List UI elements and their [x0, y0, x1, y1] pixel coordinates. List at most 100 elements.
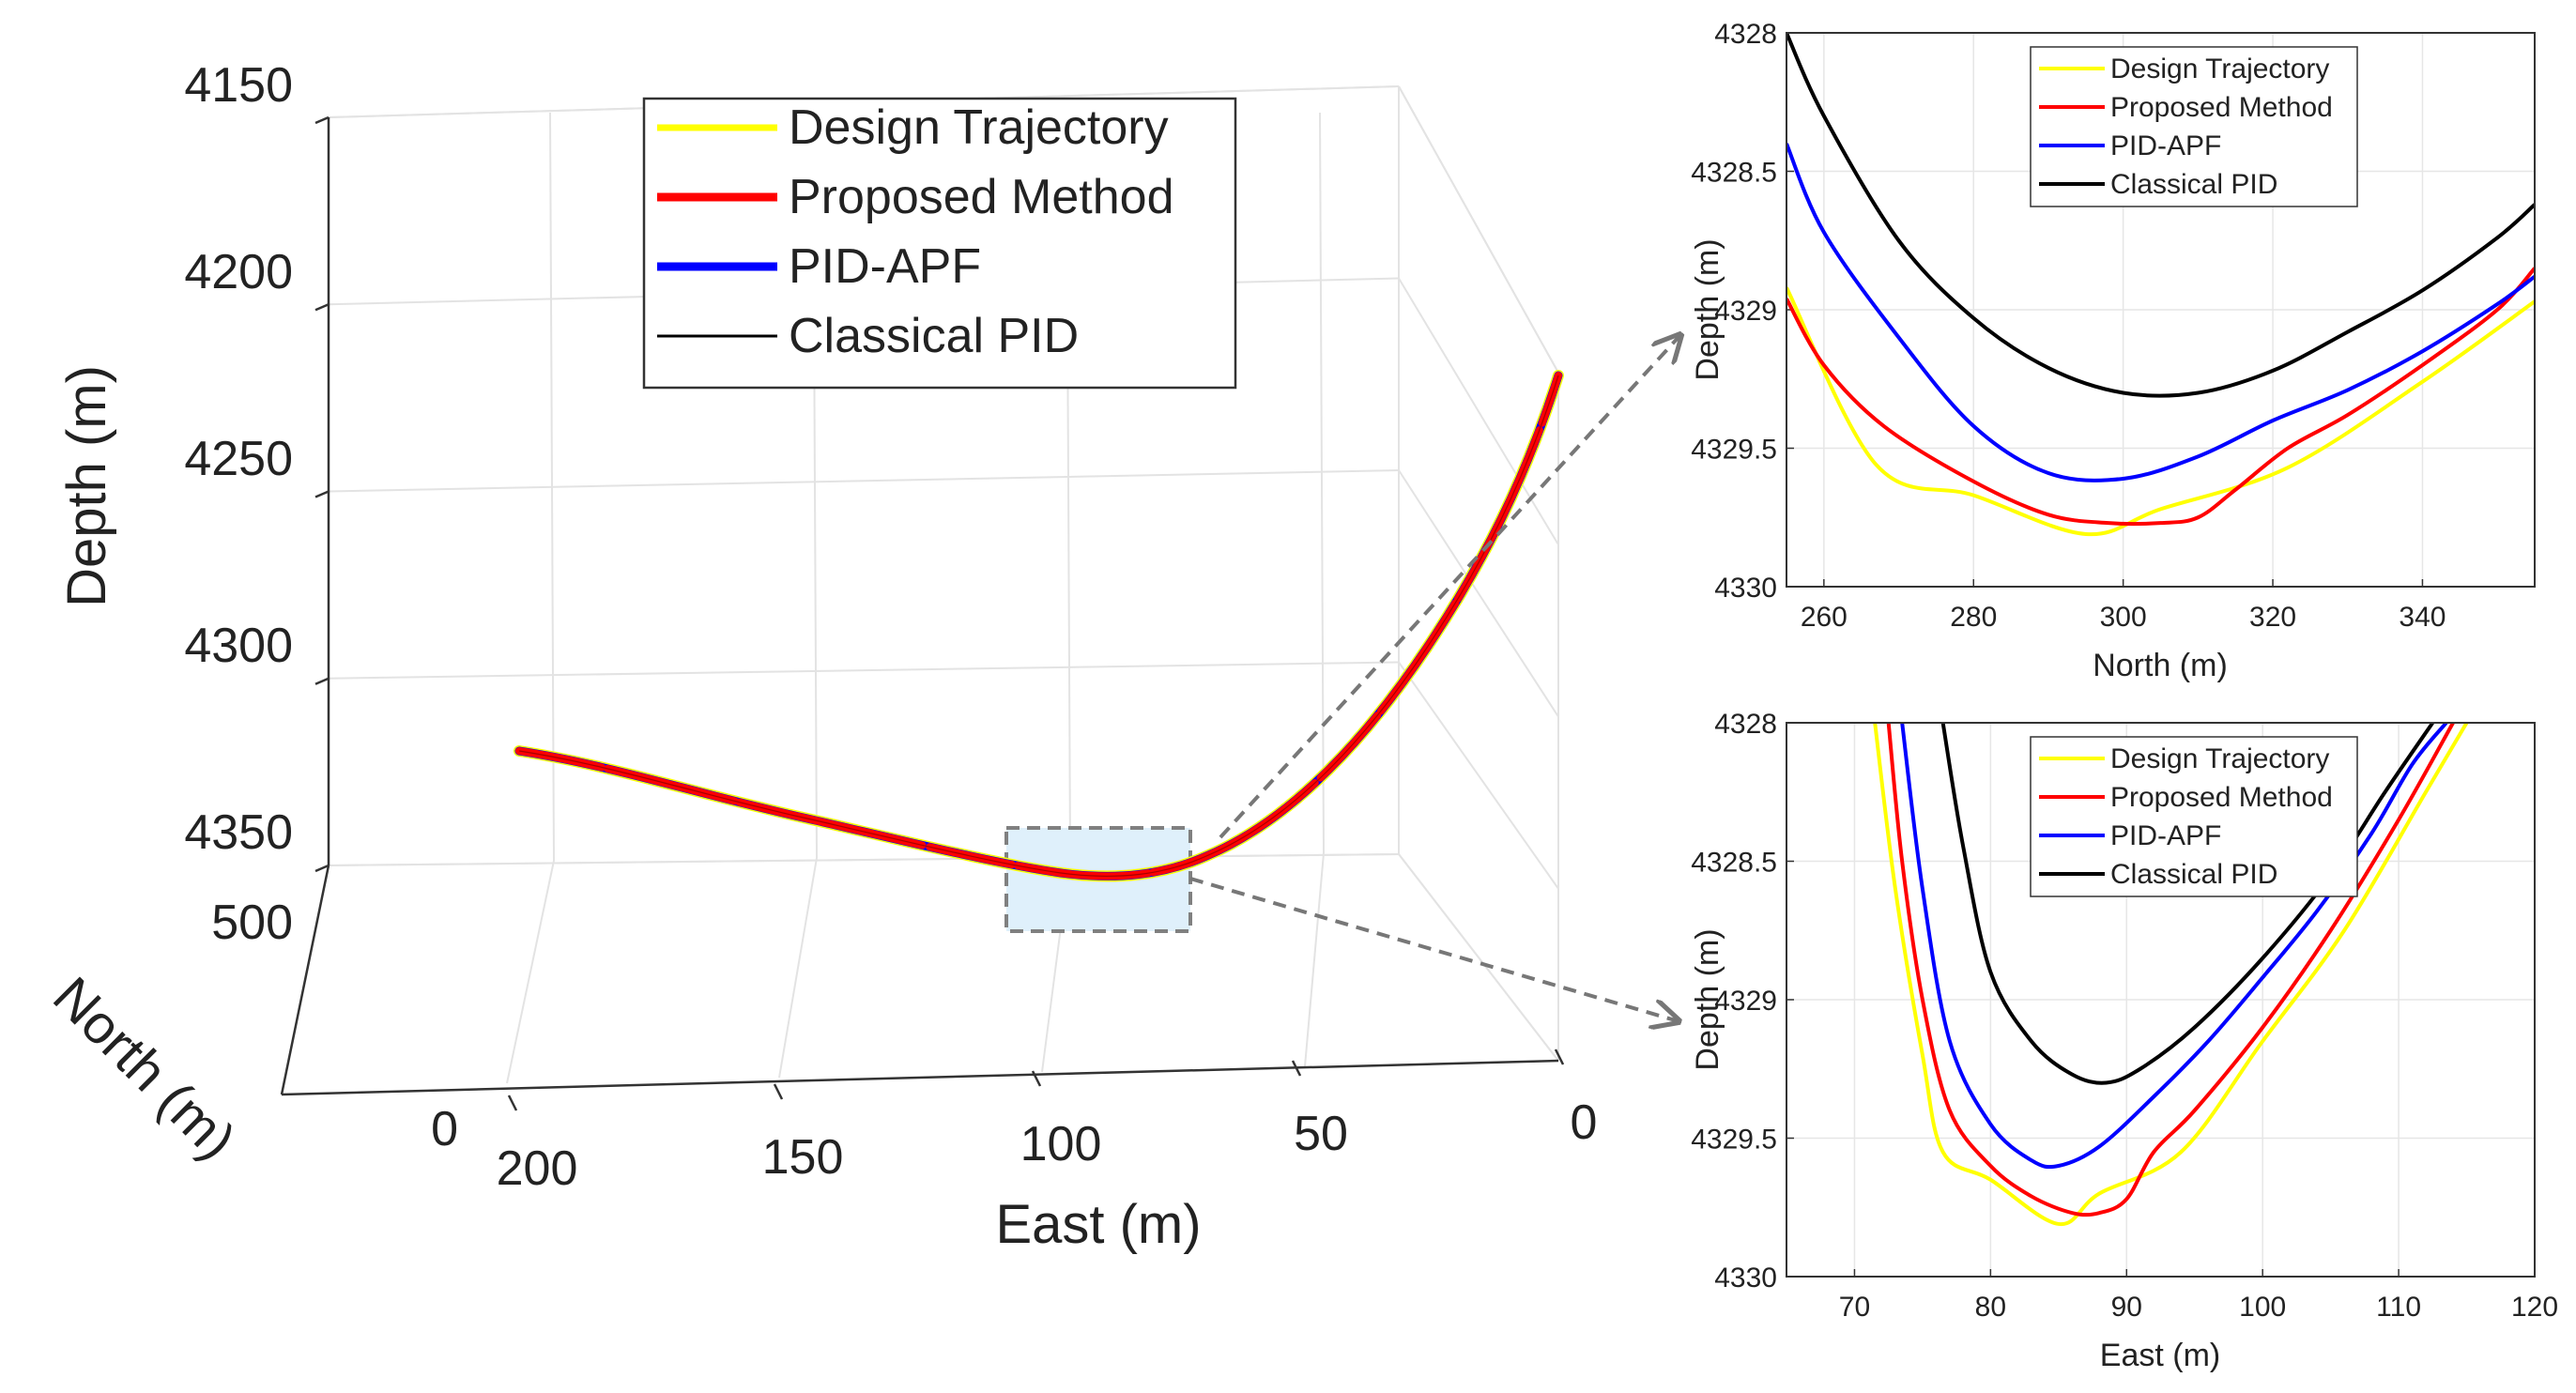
bottom-chart-x-tick-labels: 70 80 90 100 110 120 — [1839, 1292, 2558, 1323]
legend-label-design-trajectory: Design Trajectory — [2110, 54, 2329, 84]
top-chart-y-label: Depth (m) — [1690, 238, 1725, 380]
line-classical-pid — [1786, 33, 2535, 398]
depth-tick — [314, 303, 330, 312]
proposed-method-line-3d — [515, 372, 1562, 880]
legend-label-classical-pid: Classical PID — [2110, 169, 2277, 200]
grid-line — [1398, 277, 1559, 545]
north-tick-labels: 0 500 — [211, 896, 458, 1156]
y-tick-4329-5: 4329.5 — [1691, 1125, 1777, 1156]
north-axis-line — [280, 865, 330, 1095]
top-chart-frame — [1786, 32, 2536, 588]
east-tick — [507, 1094, 518, 1111]
y-tick-4328-5: 4328.5 — [1691, 158, 1777, 189]
pid-apf-line-3d — [514, 371, 1563, 880]
east-tick — [1291, 1060, 1302, 1077]
trajectory-curves-3d — [514, 370, 1564, 882]
grid-line — [1398, 85, 1559, 374]
legend-3d-label-classical-pid: Classical PID — [789, 309, 1079, 363]
y-tick-4330: 4330 — [1714, 573, 1777, 604]
legend-label-proposed-method: Proposed Method — [2110, 92, 2333, 123]
depth-axis-label: Depth (m) — [56, 365, 117, 607]
bottom-legend-items: Design Trajectory Proposed Method PID-APF C… — [2039, 743, 2333, 890]
top-chart-series — [1786, 33, 2535, 537]
bottom-chart-x-label: East (m) — [2100, 1338, 2220, 1373]
x-tick-320: 320 — [2249, 602, 2296, 633]
east-tick-100: 100 — [1020, 1117, 1102, 1171]
depth-tick — [314, 115, 330, 125]
bottom-chart-y-tick-labels: 4328 4328.5 4329 4329.5 4330 — [1691, 709, 1777, 1294]
y-tick-4328: 4328 — [1714, 709, 1777, 740]
line-proposed-method — [1886, 723, 2455, 1217]
legend-3d-label-pid-apf: PID-APF — [789, 239, 981, 294]
bottom-chart-y-label: Depth (m) — [1690, 928, 1725, 1070]
line-design-trajectory — [1873, 723, 2469, 1226]
x-tick-120: 120 — [2511, 1292, 2558, 1323]
grid-line — [328, 853, 1400, 866]
bottom-legend-box — [2030, 736, 2358, 897]
x-tick-110: 110 — [2376, 1292, 2421, 1323]
east-tick-150: 150 — [762, 1130, 844, 1185]
top-chart-x-label: North (m) — [2093, 648, 2228, 683]
north-depth-zoom-chart: 260 280 300 320 340 4328 4328.5 4329 4329.5 4330… — [1690, 19, 2536, 683]
east-tick — [1031, 1070, 1042, 1087]
line-design-trajectory — [1786, 286, 2535, 537]
line-proposed-method — [1786, 267, 2535, 527]
legend-label-pid-apf: PID-APF — [2110, 820, 2221, 851]
design-trajectory-line-3d — [514, 370, 1564, 882]
depth-tick — [314, 864, 330, 873]
east-depth-zoom-chart: 70 80 90 100 110 120 4328 4328.5 4329 4329.5 4330… — [1690, 709, 2558, 1373]
x-tick-80: 80 — [1975, 1292, 2006, 1323]
grid-line — [1398, 469, 1559, 718]
east-tick-50: 50 — [1294, 1107, 1348, 1161]
east-axis-line — [281, 1059, 1559, 1096]
y-tick-4328-5: 4328.5 — [1691, 848, 1777, 879]
north-axis-label: North (m) — [41, 966, 247, 1171]
top-legend-items: Design Trajectory Proposed Method PID-APF C… — [2039, 54, 2333, 200]
east-tick — [1554, 1049, 1565, 1065]
east-tick-labels: 200 150 100 50 0 — [497, 1095, 1598, 1196]
line-pid-apf — [1786, 143, 2535, 482]
axes-3d — [280, 115, 1565, 1111]
east-tick-0: 0 — [1571, 1095, 1598, 1150]
east-tick-200: 200 — [497, 1141, 578, 1196]
grid-line — [328, 469, 1400, 493]
x-tick-90: 90 — [2111, 1292, 2142, 1323]
classical-pid-line-3d — [518, 375, 1559, 878]
east-tick — [773, 1083, 784, 1100]
x-tick-300: 300 — [2100, 602, 2147, 633]
legend-3d-items: Design Trajectory Proposed Method PID-APF C… — [657, 100, 1174, 363]
bottom-chart-frame — [1786, 722, 2536, 1278]
depth-tick-4350: 4350 — [184, 805, 293, 860]
y-tick-4330: 4330 — [1714, 1263, 1777, 1294]
grid-line — [506, 860, 555, 1084]
legend-3d-label-proposed-method: Proposed Method — [789, 170, 1174, 224]
depth-tick-4150: 4150 — [184, 58, 293, 113]
depth-tick-labels: 4150 4200 4250 4300 4350 — [184, 58, 293, 860]
top-chart-y-tick-labels: 4328 4328.5 4329 4329.5 4330 — [1691, 19, 1777, 604]
grid-line — [1398, 853, 1559, 1062]
north-tick-0: 0 — [431, 1102, 458, 1156]
y-tick-4328: 4328 — [1714, 19, 1777, 50]
depth-tick-4300: 4300 — [184, 619, 293, 673]
grid-line — [1304, 852, 1325, 1067]
x-tick-340: 340 — [2399, 602, 2446, 633]
grid-line — [549, 112, 555, 862]
y-tick-4329: 4329 — [1714, 296, 1777, 327]
grid-line — [328, 661, 1400, 680]
depth-tick — [314, 677, 330, 685]
grid-line — [778, 857, 818, 1079]
legend-label-classical-pid: Classical PID — [2110, 859, 2277, 890]
y-tick-4329-5: 4329.5 — [1691, 435, 1777, 466]
legend-3d: Design Trajectory Proposed Method PID-APF C… — [642, 97, 1237, 390]
depth-tick-4250: 4250 — [184, 432, 293, 486]
top-chart-x-tick-labels: 260 280 300 320 340 — [1801, 602, 2446, 633]
east-axis-label: East (m) — [995, 1194, 1201, 1255]
legend-3d-box — [642, 97, 1237, 390]
x-tick-100: 100 — [2239, 1292, 2286, 1323]
legend-label-design-trajectory: Design Trajectory — [2110, 743, 2329, 774]
bottom-chart-legend: Design Trajectory Proposed Method PID-APF C… — [2030, 736, 2358, 897]
legend-label-proposed-method: Proposed Method — [2110, 782, 2333, 813]
x-tick-70: 70 — [1839, 1292, 1870, 1323]
